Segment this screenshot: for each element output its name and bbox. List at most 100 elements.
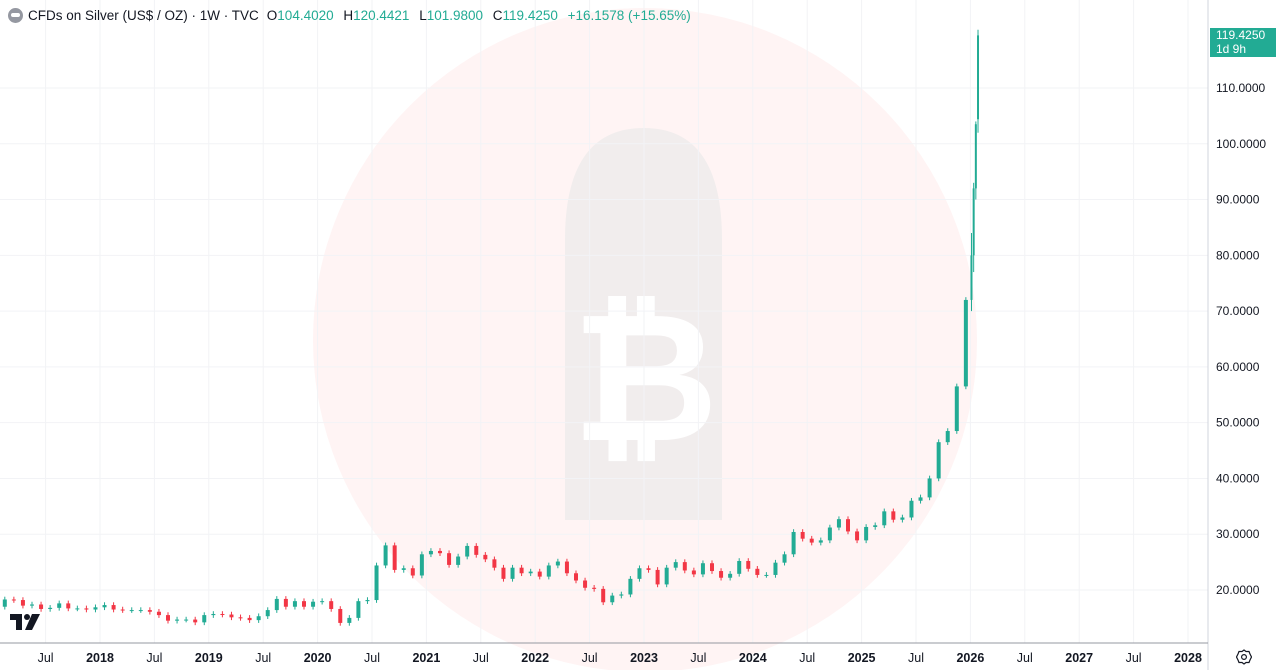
time-tick-label: Jul <box>690 651 706 665</box>
candle-body <box>855 531 860 541</box>
candle-body <box>800 531 805 539</box>
candle-body <box>447 553 452 565</box>
time-tick-label: Jul <box>799 651 815 665</box>
price-tick-label: 90.0000 <box>1216 193 1260 207</box>
candle-body <box>974 124 977 189</box>
candle-body <box>628 578 633 595</box>
time-tick-label: 2023 <box>630 651 658 665</box>
candle-body <box>655 569 660 585</box>
price-tick-label: 80.0000 <box>1216 248 1260 262</box>
candle-body <box>519 567 524 574</box>
candle-body <box>66 603 71 609</box>
candle-body <box>646 568 651 570</box>
candle-body <box>265 610 270 617</box>
time-tick-label: 2024 <box>739 651 767 665</box>
tradingview-logo[interactable] <box>10 614 42 632</box>
time-tick-label: 2018 <box>86 651 114 665</box>
silver-symbol-icon <box>8 8 23 23</box>
candle-body <box>483 554 488 560</box>
time-tick-label: 2021 <box>412 651 440 665</box>
open-label: O <box>266 8 278 23</box>
candle-body <box>791 531 796 555</box>
time-axis[interactable]: Jul 2018 Jul 2019 Jul 2020 Jul 2021 Jul 2022 Jul 20… <box>38 651 1202 665</box>
last-price: 119.4250 <box>1216 28 1266 42</box>
candle-body <box>238 617 243 619</box>
candle-body <box>120 609 125 611</box>
price-tick-label: 20.0000 <box>1216 583 1260 597</box>
candle-body <box>673 562 678 568</box>
price-tick-label: 60.0000 <box>1216 360 1260 374</box>
candle-body <box>936 442 941 479</box>
symbol-title[interactable]: CFDs on Silver (US$ / OZ) · 1W · TVC <box>28 8 259 23</box>
candle-body <box>773 562 778 575</box>
candle-body <box>574 573 578 581</box>
price-tick-label: 70.0000 <box>1216 304 1260 318</box>
candle-body <box>193 619 198 623</box>
candle-body <box>247 617 252 621</box>
candle-body <box>229 614 234 618</box>
candle-body <box>438 550 442 554</box>
time-tick-label: 2026 <box>956 651 984 665</box>
candle-body <box>900 517 905 520</box>
candle-body <box>610 595 615 603</box>
candle-body <box>138 610 143 612</box>
price-axis[interactable]: 20.0000 30.0000 40.0000 50.0000 60.0000 70.00… <box>1216 81 1266 597</box>
time-tick-label: Jul <box>908 651 924 665</box>
high-label: H <box>343 8 354 23</box>
candle-body <box>827 527 832 541</box>
time-tick-label: Jul <box>473 651 489 665</box>
time-tick-label: 2020 <box>304 651 332 665</box>
candle-body <box>954 386 959 432</box>
candle-body <box>809 538 814 543</box>
price-tick-label: 100.0000 <box>1216 137 1266 151</box>
low-value: 101.9800 <box>426 8 484 23</box>
candle-body <box>256 616 261 621</box>
candle-body <box>755 568 760 575</box>
candle-body <box>682 562 687 571</box>
candle-body <box>175 619 180 621</box>
candle-body <box>782 554 787 563</box>
candle-body <box>166 615 170 621</box>
time-tick-label: 2025 <box>848 651 876 665</box>
time-tick-label: Jul <box>38 651 54 665</box>
price-tick-label: 110.0000 <box>1216 81 1265 95</box>
svg-text:₿: ₿ <box>572 274 719 483</box>
candle-body <box>746 560 751 569</box>
last-price-tag: 119.4250 1d 9h <box>1210 28 1276 57</box>
candle-body <box>737 560 742 574</box>
time-tick-label: Jul <box>1017 651 1033 665</box>
candle-body <box>474 545 479 555</box>
candle-body <box>564 561 569 574</box>
candle-body <box>873 525 878 527</box>
candle-body <box>365 600 370 602</box>
candle-body <box>465 545 470 557</box>
candle-body <box>977 35 980 120</box>
candle-body <box>30 604 34 606</box>
candle-body <box>882 511 887 526</box>
candle-body <box>2 599 7 607</box>
settings-gear-icon[interactable] <box>1236 649 1252 665</box>
candle-body <box>156 611 161 616</box>
symbol-legend: CFDs on Silver (US$ / OZ) · 1W · TVC O10… <box>8 8 691 23</box>
candle-body <box>11 599 16 601</box>
candle-body <box>48 607 53 609</box>
candle-body <box>147 610 152 612</box>
candle-body <box>927 478 932 498</box>
time-tick-label: 2022 <box>521 651 549 665</box>
open-value: 104.4020 <box>277 8 334 23</box>
candle-body <box>501 567 506 579</box>
time-tick-label: Jul <box>1126 651 1142 665</box>
candle-body <box>374 565 379 601</box>
time-tick-label: 2028 <box>1174 651 1202 665</box>
candle-body <box>637 568 642 579</box>
candle-body <box>211 613 216 616</box>
candle-body <box>356 601 361 618</box>
candles <box>2 29 980 626</box>
candle-body <box>93 607 98 610</box>
candle-body <box>592 587 597 589</box>
candle-body <box>728 573 733 578</box>
candle-body <box>383 545 388 566</box>
candle-body <box>220 613 225 615</box>
candle-body <box>918 497 923 501</box>
